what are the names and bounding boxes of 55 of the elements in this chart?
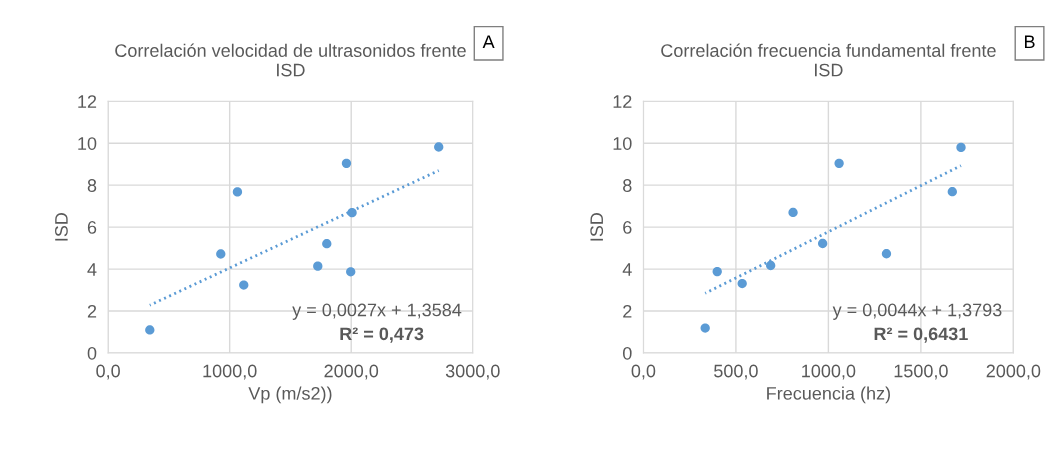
y-tick-label: 12	[78, 95, 97, 108]
y-tick-label: 6	[623, 221, 632, 234]
y-tick-label: 4	[87, 263, 97, 276]
x-tick-label: 3000,0	[445, 364, 500, 380]
x-tick-label: 0,0	[96, 364, 120, 380]
y-axis-title: ISD	[55, 212, 68, 241]
x-axis-title: Vp (m/s2))	[248, 386, 332, 404]
chart-title: Correlación velocidad de ultrasonidos frente ISD	[115, 43, 466, 77]
point	[346, 267, 356, 277]
y-tick-label: 4	[622, 263, 632, 276]
point	[347, 208, 357, 218]
x-tick-label: 2000,0	[986, 364, 1041, 380]
y-tick-label: 0	[87, 346, 97, 360]
y-tick-label: 0	[622, 346, 632, 360]
annotation: y = 0,0044x + 1,3793	[832, 303, 1002, 320]
point	[145, 325, 155, 335]
y-tick-label: 6	[87, 221, 97, 234]
point	[766, 260, 776, 271]
y-tick-label: 10	[613, 137, 632, 150]
point	[700, 323, 710, 333]
point	[956, 142, 966, 153]
x-tick-label: 1000,0	[203, 364, 257, 380]
x-tick-label: 1000,0	[802, 364, 856, 380]
text: B	[1024, 35, 1035, 49]
y-tick-label: 2	[87, 304, 97, 318]
y-tick-label: 8	[623, 179, 632, 192]
x-tick-label: 500,0	[714, 364, 758, 380]
y-axis-title: ISD	[590, 212, 604, 241]
x-axis-title: Frecuencia (hz)	[767, 386, 890, 404]
point	[322, 239, 332, 249]
x-tick-label: 1500,0	[894, 364, 948, 380]
annotation: R² = 0,473	[340, 327, 424, 343]
point	[313, 261, 323, 271]
point	[834, 158, 844, 169]
annotation: y = 0,0027x + 1,3584	[292, 303, 462, 320]
x-tick-label: 2000,0	[324, 364, 379, 380]
y-tick-label: 10	[78, 137, 97, 150]
y-tick-label: 12	[613, 95, 632, 108]
point	[232, 187, 243, 197]
chart-title: Correlación frecuencia fundamental frente ISD	[661, 43, 996, 77]
point	[239, 280, 249, 290]
point	[712, 266, 722, 277]
y-tick-label: 8	[87, 179, 97, 192]
point	[881, 249, 892, 259]
point	[737, 278, 747, 289]
text: A	[482, 35, 495, 49]
annotation: R² = 0,6431	[874, 327, 968, 343]
x-tick-label: 0,0	[631, 364, 656, 380]
point	[216, 249, 226, 259]
point	[947, 187, 957, 197]
point	[434, 142, 444, 152]
point	[341, 158, 352, 169]
point	[818, 238, 828, 249]
y-tick-label: 2	[623, 304, 632, 318]
point	[788, 207, 798, 218]
